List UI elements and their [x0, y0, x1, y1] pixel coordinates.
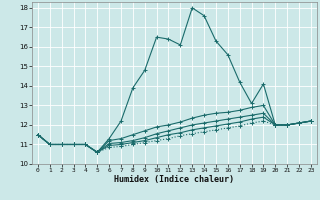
X-axis label: Humidex (Indice chaleur): Humidex (Indice chaleur)	[115, 175, 234, 184]
